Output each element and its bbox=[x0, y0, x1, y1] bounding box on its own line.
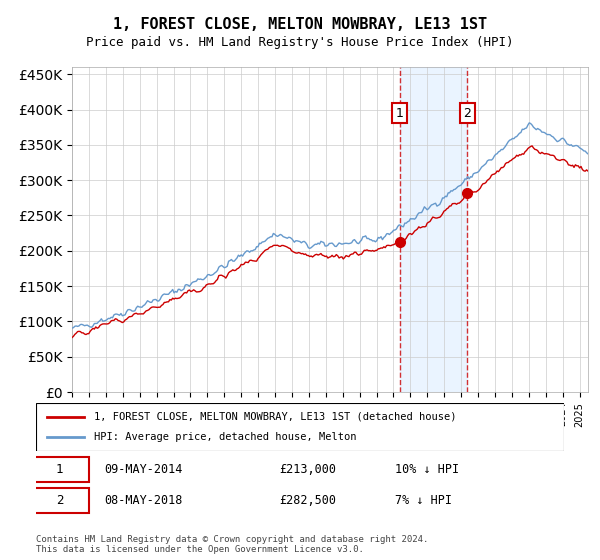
Text: 2: 2 bbox=[56, 494, 64, 507]
Text: 10% ↓ HPI: 10% ↓ HPI bbox=[395, 463, 459, 476]
Text: £213,000: £213,000 bbox=[279, 463, 336, 476]
Text: 08-MAY-2018: 08-MAY-2018 bbox=[104, 494, 183, 507]
Text: Contains HM Land Registry data © Crown copyright and database right 2024.
This d: Contains HM Land Registry data © Crown c… bbox=[36, 535, 428, 554]
Text: 1: 1 bbox=[56, 463, 64, 476]
FancyBboxPatch shape bbox=[36, 403, 564, 451]
FancyBboxPatch shape bbox=[31, 457, 89, 482]
Text: Price paid vs. HM Land Registry's House Price Index (HPI): Price paid vs. HM Land Registry's House … bbox=[86, 36, 514, 49]
Bar bbox=[400, 67, 467, 392]
Text: 1: 1 bbox=[395, 106, 403, 120]
Text: 09-MAY-2014: 09-MAY-2014 bbox=[104, 463, 183, 476]
FancyBboxPatch shape bbox=[31, 488, 89, 513]
Text: 1, FOREST CLOSE, MELTON MOWBRAY, LE13 1ST: 1, FOREST CLOSE, MELTON MOWBRAY, LE13 1S… bbox=[113, 17, 487, 32]
Text: £282,500: £282,500 bbox=[279, 494, 336, 507]
Text: 1, FOREST CLOSE, MELTON MOWBRAY, LE13 1ST (detached house): 1, FOREST CLOSE, MELTON MOWBRAY, LE13 1S… bbox=[94, 412, 457, 422]
Text: 2: 2 bbox=[463, 106, 471, 120]
Text: 7% ↓ HPI: 7% ↓ HPI bbox=[395, 494, 452, 507]
Text: HPI: Average price, detached house, Melton: HPI: Average price, detached house, Melt… bbox=[94, 432, 356, 442]
